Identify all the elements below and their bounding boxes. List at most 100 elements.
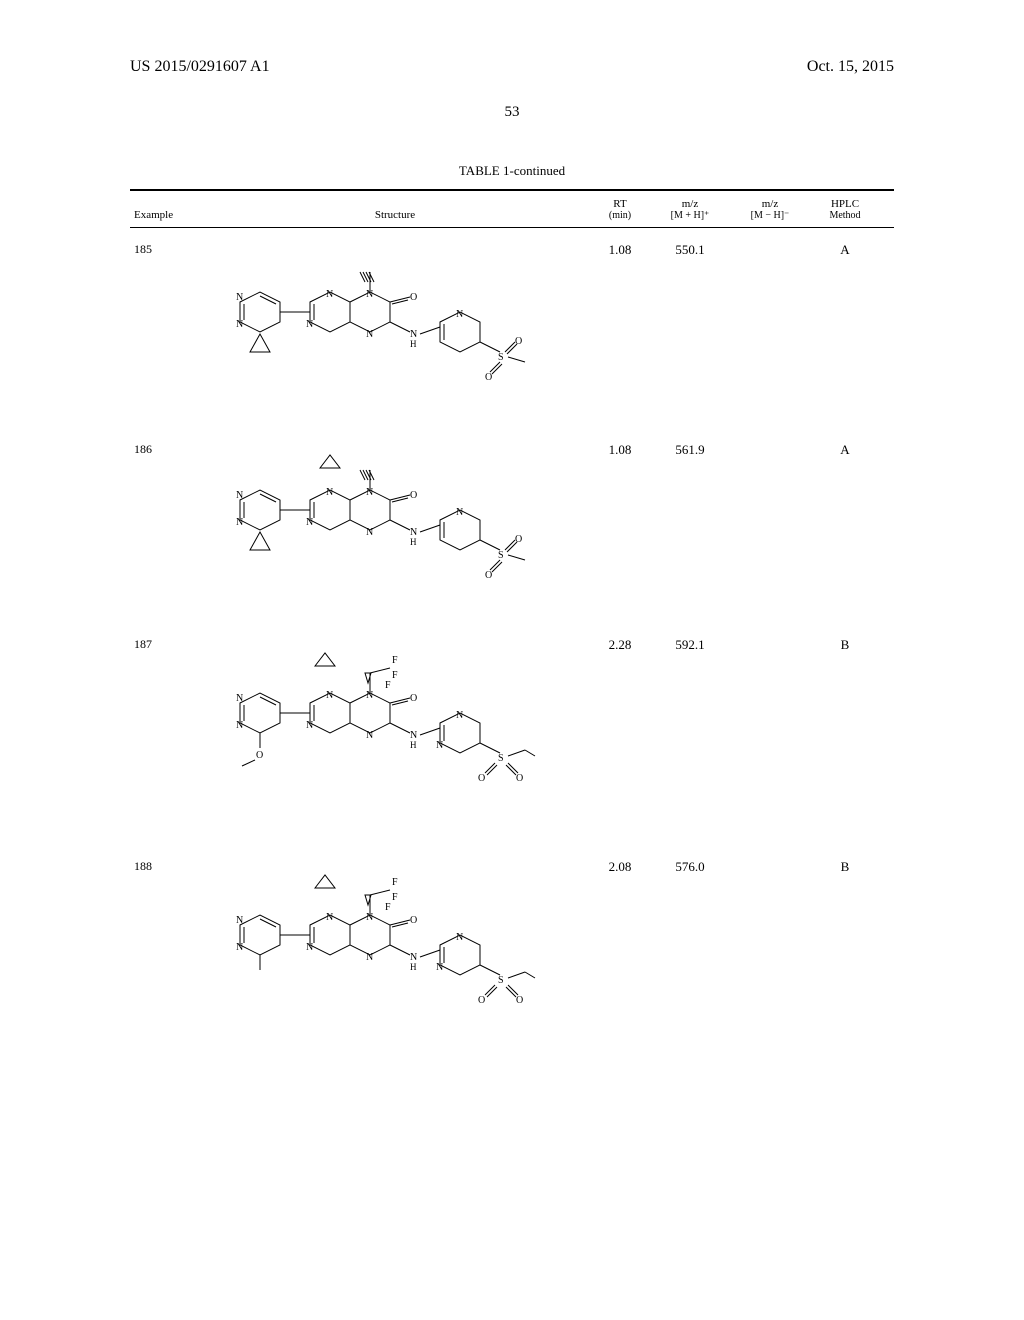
svg-text:F: F — [392, 670, 398, 681]
cell-mz-pos: 561.9 — [650, 442, 730, 458]
cell-structure: N N N N N N — [200, 859, 590, 1081]
col-header-rt: RT (min) — [590, 198, 650, 221]
chemical-structure-icon: N N N N N N — [200, 242, 560, 442]
svg-text:N: N — [236, 517, 243, 528]
cell-rt: 1.08 — [590, 442, 650, 458]
col-header-rt-line2: (min) — [590, 210, 650, 221]
publication-date: Oct. 15, 2015 — [807, 58, 894, 76]
svg-text:N: N — [366, 527, 373, 538]
col-header-structure: Structure — [200, 197, 590, 221]
svg-text:H: H — [410, 740, 417, 750]
col-header-mz-pos: m/z [M + H]⁺ — [650, 198, 730, 221]
svg-text:O: O — [515, 534, 522, 545]
table-body: 185 N N N N — [130, 228, 894, 1067]
svg-text:N: N — [236, 490, 243, 501]
cell-structure: N N N N N N — [200, 442, 590, 637]
cell-example: 187 — [130, 637, 200, 652]
svg-text:N: N — [306, 720, 313, 731]
svg-text:O: O — [410, 490, 417, 501]
svg-text:O: O — [485, 570, 492, 581]
svg-text:F: F — [392, 892, 398, 903]
svg-text:O: O — [410, 915, 417, 926]
svg-text:H: H — [410, 962, 417, 972]
table-row: 187 N N O — [130, 623, 894, 845]
svg-text:O: O — [515, 336, 522, 347]
cell-hplc: A — [810, 242, 880, 258]
cell-example: 185 — [130, 242, 200, 257]
col-header-mz-pos-line2: [M + H]⁺ — [650, 210, 730, 221]
svg-text:S: S — [498, 550, 504, 561]
svg-text:N: N — [366, 329, 373, 340]
col-header-mz-neg-line1: m/z — [730, 198, 810, 210]
svg-text:F: F — [392, 877, 398, 888]
svg-text:N: N — [326, 690, 333, 701]
table-header: Example Structure RT (min) m/z [M + H]⁺ … — [130, 189, 894, 228]
table-row: 185 N N N N — [130, 228, 894, 428]
chemical-structure-icon: N N N N N N — [200, 442, 560, 637]
svg-text:O: O — [478, 995, 485, 1006]
chemical-structure-icon: N N N N N N — [200, 859, 560, 1081]
svg-text:N: N — [436, 740, 443, 751]
svg-text:N: N — [236, 915, 243, 926]
svg-text:N: N — [436, 962, 443, 973]
col-header-rt-line1: RT — [590, 198, 650, 210]
svg-text:N: N — [326, 912, 333, 923]
page-header: US 2015/0291607 A1 Oct. 15, 2015 — [0, 0, 1024, 76]
col-header-mz-pos-line1: m/z — [650, 198, 730, 210]
svg-text:N: N — [326, 487, 333, 498]
svg-text:S: S — [498, 352, 504, 363]
cell-hplc: A — [810, 442, 880, 458]
svg-text:N: N — [306, 517, 313, 528]
svg-text:H: H — [410, 537, 417, 547]
cell-rt: 2.28 — [590, 637, 650, 653]
col-header-structure-label: Structure — [200, 209, 590, 221]
svg-text:N: N — [456, 932, 463, 943]
svg-text:N: N — [236, 319, 243, 330]
table-title: TABLE 1-continued — [0, 163, 1024, 179]
col-header-example-label: Example — [134, 209, 200, 221]
svg-text:O: O — [256, 750, 263, 761]
svg-text:F: F — [385, 680, 391, 691]
cell-mz-pos: 592.1 — [650, 637, 730, 653]
svg-text:N: N — [456, 710, 463, 721]
cell-rt: 1.08 — [590, 242, 650, 258]
cell-structure: N N N N N N — [200, 242, 590, 442]
cell-hplc: B — [810, 859, 880, 875]
svg-text:S: S — [498, 753, 504, 764]
svg-text:S: S — [498, 975, 504, 986]
patent-number: US 2015/0291607 A1 — [130, 58, 270, 76]
col-header-mz-neg: m/z [M − H]⁻ — [730, 198, 810, 221]
cell-hplc: B — [810, 637, 880, 653]
svg-text:N: N — [236, 942, 243, 953]
svg-text:F: F — [392, 655, 398, 666]
svg-text:O: O — [516, 995, 523, 1006]
col-header-hplc-line1: HPLC — [810, 198, 880, 210]
cell-mz-pos: 576.0 — [650, 859, 730, 875]
chemical-structure-icon: N N O N N N N — [200, 637, 560, 859]
svg-text:O: O — [478, 773, 485, 784]
table-row: 188 N N N N — [130, 845, 894, 1067]
svg-text:N: N — [236, 693, 243, 704]
col-header-mz-neg-line2: [M − H]⁻ — [730, 210, 810, 221]
cell-structure: N N O N N N N — [200, 637, 590, 859]
col-header-hplc-line2: Method — [810, 210, 880, 221]
cell-example: 186 — [130, 442, 200, 457]
svg-text:N: N — [236, 292, 243, 303]
svg-text:O: O — [516, 773, 523, 784]
svg-text:F: F — [385, 902, 391, 913]
svg-text:N: N — [236, 720, 243, 731]
svg-text:N: N — [456, 309, 463, 320]
svg-text:N: N — [456, 507, 463, 518]
svg-text:N: N — [306, 319, 313, 330]
table-row: 186 N N N N — [130, 428, 894, 623]
svg-text:O: O — [410, 292, 417, 303]
svg-text:N: N — [326, 289, 333, 300]
cell-example: 188 — [130, 859, 200, 874]
col-header-example: Example — [130, 197, 200, 221]
svg-text:O: O — [485, 372, 492, 383]
page-number: 53 — [0, 104, 1024, 121]
svg-text:O: O — [410, 693, 417, 704]
svg-text:H: H — [410, 339, 417, 349]
col-header-hplc: HPLC Method — [810, 198, 880, 221]
svg-text:N: N — [366, 952, 373, 963]
